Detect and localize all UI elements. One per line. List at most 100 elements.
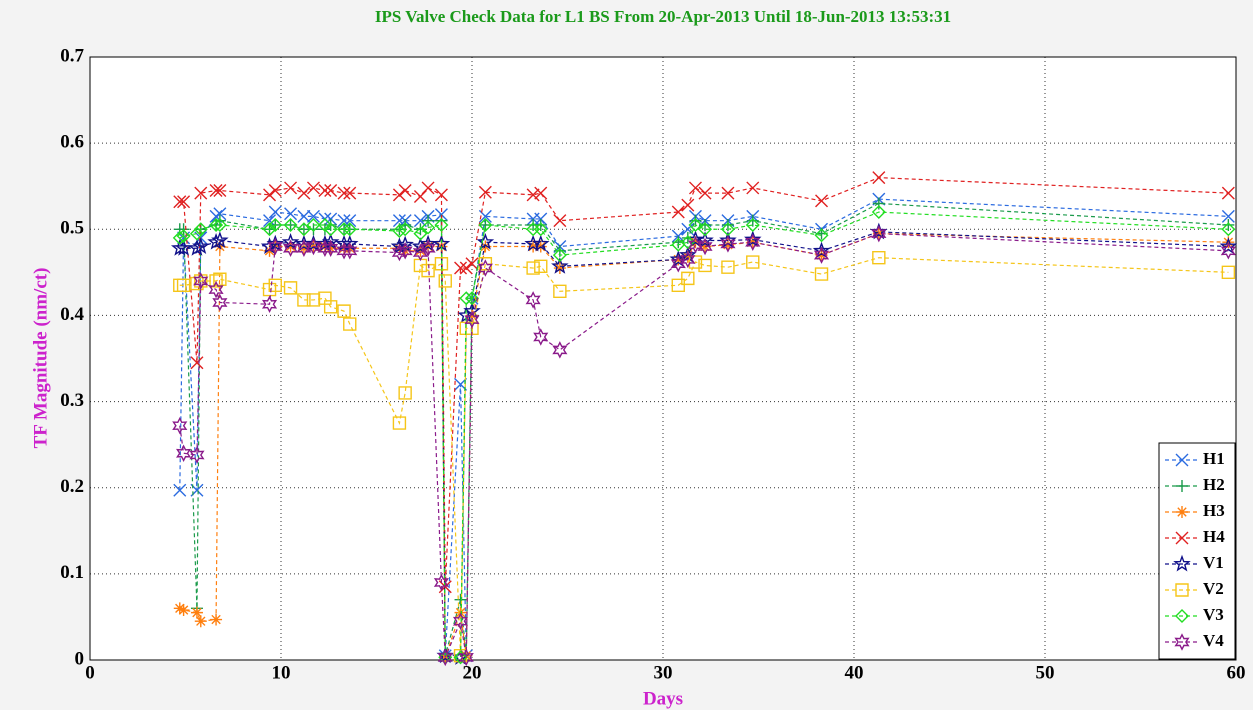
data-point — [193, 272, 209, 290]
data-point — [553, 284, 567, 299]
x-tick-label: 30 — [654, 662, 673, 683]
data-point — [553, 262, 566, 275]
data-point — [687, 236, 704, 254]
data-point — [1219, 237, 1238, 254]
legend-marker — [1174, 633, 1190, 651]
data-point — [283, 281, 298, 295]
legend-marker — [1176, 506, 1188, 518]
legend-box — [1158, 442, 1236, 660]
data-point — [534, 218, 547, 231]
data-point — [318, 291, 332, 305]
legend-label: H1 — [1203, 449, 1225, 468]
data-point — [434, 208, 448, 222]
data-point — [698, 258, 712, 273]
data-point — [173, 195, 187, 209]
data-point — [296, 239, 312, 257]
chart-title: IPS Valve Check Data for L1 BS From 20-A… — [375, 7, 951, 26]
data-point — [669, 250, 688, 267]
data-point — [721, 186, 735, 200]
data-point — [190, 356, 204, 370]
data-point — [323, 300, 338, 314]
data-point — [680, 235, 695, 250]
data-point — [696, 231, 714, 248]
x-tick-label: 40 — [845, 662, 864, 683]
data-point — [721, 260, 735, 274]
y-tick-label: 0.5 — [60, 218, 84, 239]
data-point — [306, 181, 320, 195]
data-point — [464, 310, 480, 329]
y-tick-label: 0 — [75, 648, 85, 669]
y-tick-label: 0.3 — [60, 390, 84, 411]
data-point — [391, 243, 407, 262]
data-point — [670, 255, 686, 273]
plot-frame — [89, 56, 1237, 661]
series-line — [179, 231, 1229, 659]
data-point — [433, 573, 450, 592]
data-point — [1221, 265, 1236, 280]
data-point — [697, 237, 713, 256]
data-point — [698, 222, 713, 237]
data-point — [172, 230, 187, 245]
x-tick-label: 20 — [463, 662, 482, 683]
data-point — [323, 239, 339, 257]
data-point — [262, 222, 277, 237]
data-point — [284, 207, 298, 221]
data-point — [343, 186, 357, 200]
data-point — [437, 648, 453, 667]
data-point — [1221, 186, 1235, 200]
data-point — [533, 328, 549, 346]
data-point — [681, 250, 694, 263]
data-point — [392, 224, 407, 238]
data-point — [421, 220, 436, 235]
data-point — [398, 386, 412, 400]
data-point — [721, 238, 734, 251]
data-point — [297, 209, 311, 223]
data-point — [212, 293, 228, 312]
data-point — [1220, 242, 1236, 260]
data-point — [397, 242, 413, 260]
series — [173, 171, 1235, 594]
data-point — [814, 267, 829, 281]
data-point — [688, 217, 703, 232]
data-point — [177, 604, 190, 617]
data-point — [306, 293, 321, 307]
data-point — [872, 197, 885, 210]
data-point — [317, 239, 333, 257]
data-point — [342, 222, 357, 237]
data-point — [699, 240, 712, 253]
data-point — [283, 217, 298, 232]
data-point — [176, 278, 191, 292]
data-point — [212, 217, 227, 232]
data-point — [1221, 209, 1235, 223]
data-point — [412, 243, 428, 262]
data-point — [452, 612, 469, 630]
data-point — [434, 217, 449, 232]
data-point — [698, 186, 712, 200]
data-point — [871, 224, 887, 243]
data-point — [466, 309, 478, 322]
data-point — [476, 232, 495, 250]
data-point — [671, 205, 685, 219]
x-tick-label: 60 — [1227, 662, 1246, 683]
data-point — [392, 416, 407, 430]
data-point — [396, 235, 414, 253]
data-point — [746, 181, 760, 195]
data-point — [679, 245, 697, 263]
data-point — [189, 226, 204, 241]
data-point — [296, 222, 311, 237]
data-point — [413, 226, 428, 241]
data-point — [477, 259, 493, 277]
data-point — [194, 615, 207, 628]
data-point — [459, 291, 474, 306]
data-point — [284, 181, 298, 195]
data-point — [190, 606, 203, 619]
series-line — [179, 232, 1229, 658]
y-tick-label: 0.4 — [60, 304, 84, 325]
data-point — [681, 271, 695, 286]
data-point — [337, 186, 351, 200]
series-line — [179, 211, 1229, 659]
data-point — [534, 259, 548, 274]
data-point — [434, 257, 449, 271]
data-point — [317, 217, 332, 232]
data-point — [458, 648, 474, 667]
